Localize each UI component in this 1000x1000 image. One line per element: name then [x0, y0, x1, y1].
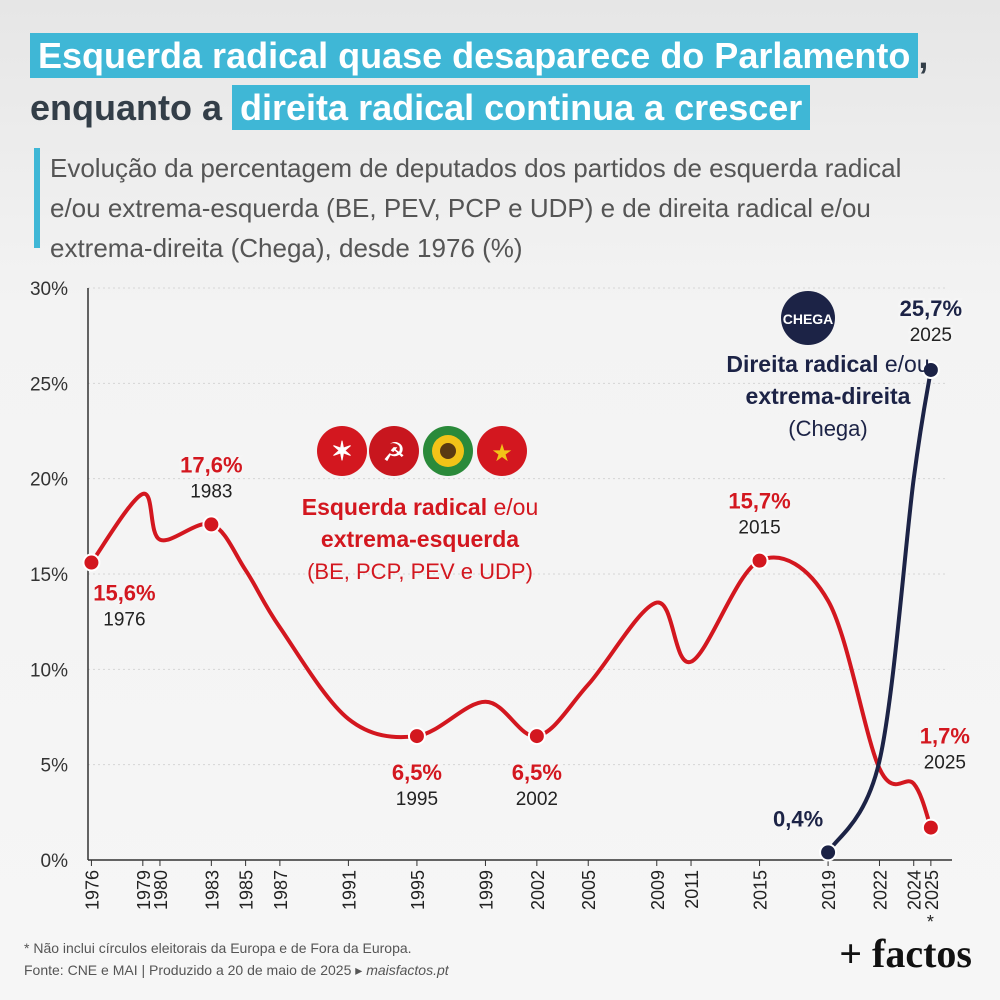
source-line: Fonte: CNE e MAI | Produzido a 20 de mai…: [24, 960, 449, 980]
party-logo-circle: [369, 426, 419, 476]
source-text: Fonte: CNE e MAI | Produzido a 20 de mai…: [24, 962, 363, 978]
x-tick-label: 2011: [682, 870, 702, 909]
data-label-value: 6,5%: [392, 760, 442, 785]
y-tick-label: 25%: [30, 374, 68, 395]
star-icon: ★: [491, 440, 513, 467]
chega-logo: CHEGA: [781, 291, 835, 345]
legend-line-2: extrema-direita: [746, 383, 911, 409]
y-tick-label: 20%: [30, 470, 68, 491]
title-prefix-2: enquanto a: [30, 87, 223, 128]
x-tick-label: 1995: [408, 870, 428, 910]
data-point: [750, 551, 769, 570]
y-tick-label: 30%: [30, 279, 68, 300]
y-tick-label: 5%: [41, 756, 69, 777]
x-tick-label: 1991: [339, 870, 359, 910]
title-comma: ,: [918, 35, 929, 76]
grid-lines: [88, 287, 948, 766]
data-label-year: 1983: [190, 481, 232, 502]
legend-line-1: Esquerda radical e/ou: [302, 494, 539, 520]
legend-bold: Esquerda radical: [302, 494, 494, 520]
data-labels: 15,6% 1976 17,6% 1983 6,5% 1995 6,5% 2002 15,7% 2…: [82, 293, 972, 862]
star-figure-icon: ✶: [331, 436, 353, 466]
legend-left: Esquerda radical e/ou extrema-esquerda (BE…: [302, 494, 539, 584]
party-logo-circle: [477, 426, 527, 476]
legend-line-3: (Chega): [788, 416, 867, 441]
data-label-year: 2002: [516, 789, 558, 810]
data-label-value: 15,7%: [728, 489, 790, 514]
data-label-value: 25,7%: [900, 296, 962, 321]
data-label-value: 17,6%: [180, 452, 242, 477]
chega-logo-text: CHEGA: [783, 311, 834, 327]
x-tick-label: 1983: [202, 870, 222, 910]
chega-logo-circle: [781, 291, 835, 345]
party-logo-be: ✶: [317, 426, 367, 476]
data-point: [921, 360, 940, 379]
title-highlight-1: Esquerda radical quase desaparece do Par…: [30, 33, 919, 78]
subtitle-accent-bar: [34, 148, 40, 248]
x-tick-label: 2002: [528, 870, 548, 910]
y-tick-label: 10%: [30, 660, 68, 681]
x-tick-note: *: [927, 912, 934, 932]
legend-rest: e/ou: [493, 494, 538, 520]
data-point: [921, 818, 940, 837]
data-point: [202, 515, 221, 534]
legend-line-3: (BE, PCP, PEV e UDP): [307, 559, 533, 584]
party-logo-pcp: ☭: [369, 426, 419, 476]
x-tick-label: 2024: [905, 870, 925, 910]
y-tick-label: 15%: [30, 565, 68, 586]
title-highlight-2: direita radical continua a crescer: [232, 85, 811, 130]
data-label-year: 2025: [924, 753, 966, 774]
subtitle: Evolução da percentagem de deputados dos…: [50, 153, 902, 263]
data-label-value: 0,4%: [773, 806, 823, 831]
data-label-year: 2025: [910, 325, 952, 346]
x-tick-label: 2015: [751, 870, 771, 910]
x-tick-label: 2025: [922, 870, 942, 910]
x-tick-label: 1976: [82, 870, 102, 910]
y-tick-label: 0%: [41, 851, 69, 872]
title-line-2: enquanto a direita radical continua a cr…: [30, 85, 811, 130]
hammer-sickle-icon: ☭: [382, 437, 405, 467]
x-tick-label: 2009: [648, 870, 668, 910]
x-tick-label: 1999: [476, 870, 496, 910]
series-line-1: [826, 367, 933, 855]
title-line-1: Esquerda radical quase desaparece do Par…: [30, 33, 929, 78]
x-tick-label: 1979: [134, 870, 154, 910]
data-label-year: 2015: [738, 518, 780, 539]
legend-line-1: Direita radical e/ou: [726, 351, 929, 377]
footnote: * Não inclui círculos eleitorais da Euro…: [24, 940, 412, 956]
x-tick-label: 1980: [151, 870, 171, 910]
data-label-value: 15,6%: [93, 581, 155, 606]
sunflower-center-icon: [440, 443, 456, 459]
data-point: [819, 843, 838, 862]
legend-rest: e/ou: [885, 351, 930, 377]
brand-logo: + factos: [839, 931, 972, 976]
data-label-year: 1995: [396, 789, 438, 810]
data-point: [527, 727, 546, 746]
legends: Esquerda radical e/ou extrema-esquerda (BE…: [302, 291, 930, 584]
legend-line-2: extrema-esquerda: [321, 526, 519, 552]
data-label-value: 1,7%: [920, 724, 970, 749]
party-logo-circle: [317, 426, 367, 476]
x-tick-label: 1987: [271, 870, 291, 910]
legend-right: Direita radical e/ou extrema-direita (Cheg…: [726, 351, 929, 441]
source-link[interactable]: maisfactos.pt: [366, 962, 449, 978]
legend-bold: Direita radical: [726, 351, 885, 377]
x-tick-label: 2019: [819, 870, 839, 910]
x-tick-label: 1985: [237, 870, 257, 910]
data-label-year: 1976: [103, 610, 145, 631]
data-point: [82, 553, 101, 572]
x-tick-label: 2005: [579, 870, 599, 910]
x-tick-label: 2022: [870, 870, 890, 910]
data-label-value: 6,5%: [512, 760, 562, 785]
data-point: [407, 727, 426, 746]
party-logo-udp: ★: [477, 426, 527, 476]
party-logo-pev: [423, 426, 473, 476]
